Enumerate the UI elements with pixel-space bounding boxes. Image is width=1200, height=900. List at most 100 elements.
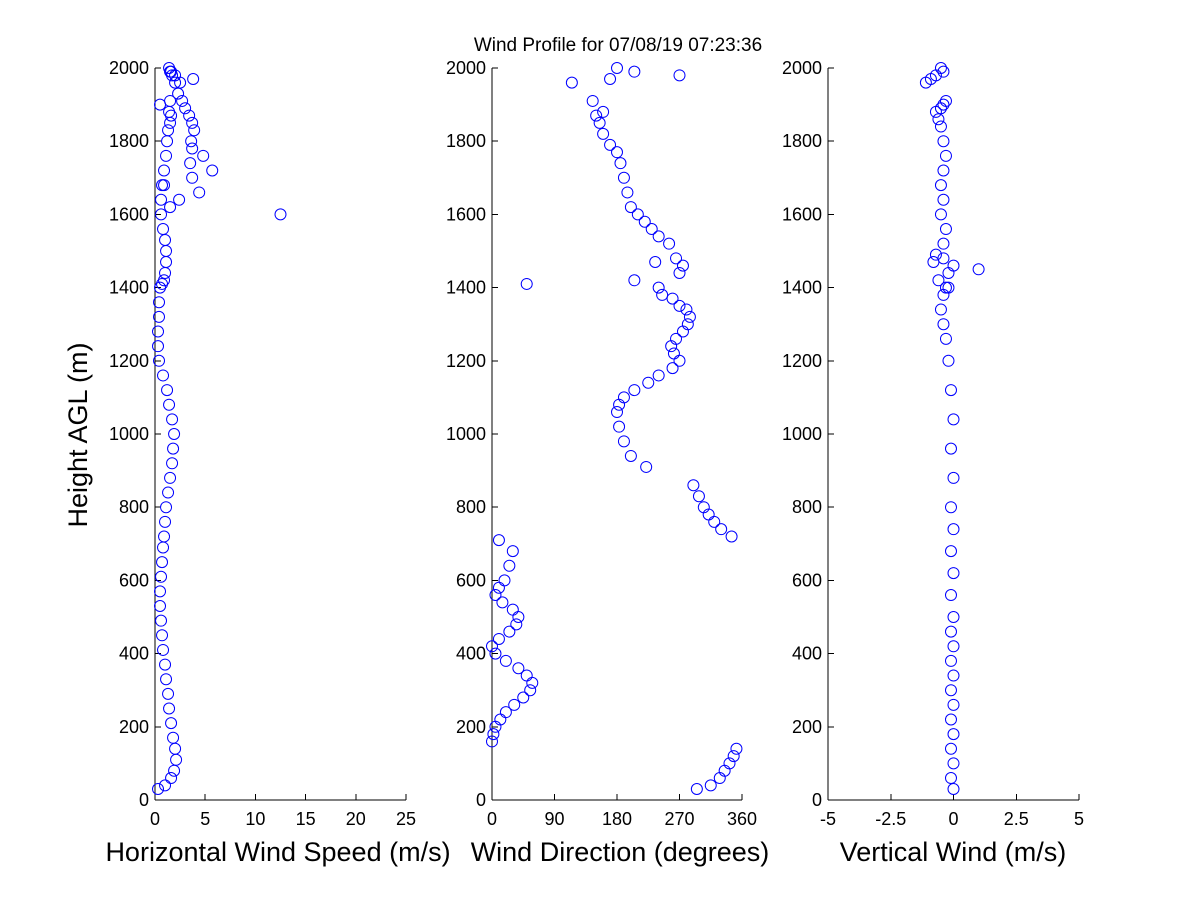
data-point: [164, 201, 177, 214]
y-tick-label: 0: [139, 790, 149, 810]
data-point: [167, 731, 180, 744]
data-point: [944, 384, 957, 397]
data-point: [656, 288, 669, 301]
data-point: [157, 369, 170, 382]
data-point: [947, 523, 960, 536]
x-tick-label: -5: [820, 809, 836, 829]
data-point: [163, 702, 176, 715]
data-point: [617, 391, 630, 404]
y-tick-label: 1600: [446, 204, 486, 224]
data-point: [508, 698, 521, 711]
data-point: [506, 603, 519, 616]
data-point: [937, 252, 950, 265]
data-point: [939, 223, 952, 236]
data-point: [604, 138, 617, 151]
y-tick-label: 400: [119, 644, 149, 664]
data-point: [183, 109, 196, 122]
data-point: [692, 490, 705, 503]
data-point: [520, 277, 533, 290]
y-tick-label: 1600: [782, 204, 822, 224]
data-point: [193, 186, 206, 199]
data-point: [496, 596, 509, 609]
data-point: [628, 65, 641, 78]
y-axis-label: Height AGL (m): [63, 342, 93, 527]
y-tick-label: 800: [456, 497, 486, 517]
data-point: [162, 687, 175, 700]
data-point: [934, 303, 947, 316]
data-point: [162, 486, 175, 499]
data-point: [486, 640, 498, 653]
data-point: [611, 406, 623, 419]
data-point: [590, 109, 603, 122]
data-point: [611, 146, 623, 159]
data-point: [652, 281, 665, 294]
x-axis-label-2: Wind Direction (degrees): [471, 837, 770, 867]
data-point: [649, 255, 662, 268]
data-point: [274, 208, 287, 221]
x-tick-label: 0: [948, 809, 958, 829]
data-point: [670, 332, 683, 345]
y-tick-label: 1200: [782, 351, 822, 371]
y-tick-label: 200: [119, 717, 149, 737]
data-point: [188, 124, 201, 137]
data-point: [153, 310, 166, 323]
data-point: [158, 274, 171, 287]
data-point: [155, 193, 168, 206]
data-point: [934, 120, 947, 133]
x-tick-label: 270: [664, 809, 694, 829]
x-tick-label: 10: [245, 809, 265, 829]
y-tick-label: 1000: [782, 424, 822, 444]
data-point: [681, 318, 694, 331]
data-point: [640, 460, 653, 473]
data-point: [624, 201, 637, 214]
figure-title: Wind Profile for 07/08/19 07:23:36: [474, 35, 762, 56]
data-point: [158, 164, 171, 177]
y-tick-label: 2000: [782, 58, 822, 78]
data-point: [154, 600, 167, 613]
y-tick-label: 400: [456, 644, 486, 664]
x-tick-label: 0: [150, 809, 160, 829]
data-point: [158, 530, 171, 543]
data-point: [517, 691, 530, 704]
data-point: [680, 303, 693, 316]
data-point: [597, 127, 610, 140]
data-point: [152, 783, 165, 796]
data-point: [725, 530, 738, 543]
data-point: [673, 299, 686, 312]
data-point: [937, 98, 950, 111]
x-tick-label: 25: [396, 809, 416, 829]
data-point: [645, 223, 658, 236]
y-tick-label: 0: [476, 790, 486, 810]
x-axis-label-3: Vertical Wind (m/s): [840, 837, 1067, 867]
y-tick-label: 600: [792, 570, 822, 590]
data-point: [937, 193, 950, 206]
data-point: [492, 632, 505, 645]
data-point: [631, 208, 644, 221]
data-point: [161, 384, 174, 397]
data-point: [172, 87, 185, 100]
data-point: [944, 501, 957, 514]
data-point: [947, 698, 960, 711]
data-point: [617, 435, 630, 448]
data-point: [667, 347, 680, 360]
data-point: [652, 230, 665, 243]
data-point: [503, 625, 516, 638]
data-point: [942, 354, 955, 367]
y-tick-label: 1800: [782, 131, 822, 151]
y-tick-label: 2000: [109, 58, 149, 78]
data-point: [167, 442, 180, 455]
data-point: [158, 179, 171, 192]
data-point: [614, 157, 627, 170]
data-point: [186, 116, 199, 129]
data-point: [683, 310, 696, 323]
data-point: [156, 556, 169, 569]
data-point: [972, 263, 985, 276]
y-tick-label: 1000: [109, 424, 149, 444]
data-point: [176, 94, 189, 107]
data-point: [593, 116, 606, 129]
data-point: [186, 171, 199, 184]
data-point: [673, 69, 686, 82]
data-point: [489, 647, 502, 660]
data-point: [155, 208, 168, 221]
